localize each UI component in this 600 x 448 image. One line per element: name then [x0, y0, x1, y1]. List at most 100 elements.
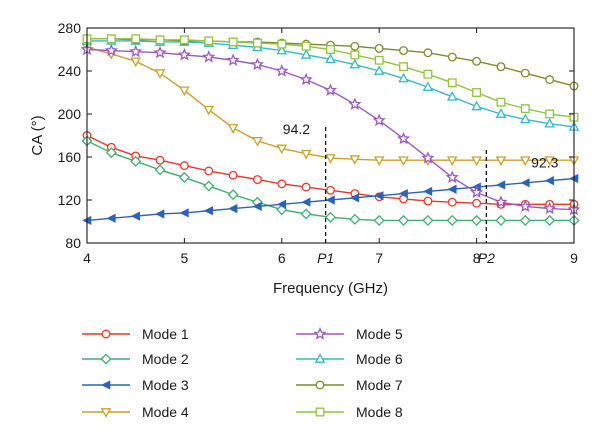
data-point [252, 201, 262, 212]
data-point [495, 108, 507, 118]
data-point [349, 213, 361, 225]
legend-marker [313, 327, 327, 340]
data-point [349, 193, 360, 203]
data-point [104, 43, 118, 57]
data-point [277, 39, 287, 49]
data-point [350, 41, 360, 51]
data-point [228, 37, 238, 47]
x-tick-label: 4 [83, 250, 91, 266]
x-tick-label: 5 [181, 250, 189, 266]
data-point [470, 185, 484, 199]
legend-marker [315, 380, 325, 390]
legend-label: Mode 3 [142, 377, 189, 393]
data-point [325, 53, 336, 64]
data-point [495, 214, 507, 226]
data-point [496, 97, 506, 107]
data-point [227, 189, 239, 201]
data-point [398, 156, 409, 166]
data-point [494, 195, 508, 208]
data-point [130, 57, 142, 68]
data-point [544, 156, 555, 166]
reference-line-label: P1 [317, 250, 334, 266]
data-point [544, 214, 556, 226]
data-point [153, 45, 167, 59]
data-point [445, 170, 459, 183]
legend-item: Mode 6 [296, 351, 403, 367]
annotation-label: 92.3 [531, 154, 558, 170]
data-point [471, 100, 482, 111]
data-point [472, 56, 482, 66]
data-point [253, 175, 262, 185]
data-point [301, 182, 311, 192]
data-point [472, 198, 482, 208]
data-point [422, 186, 433, 197]
legend-item: Mode 4 [82, 404, 189, 420]
data-point [300, 208, 312, 220]
data-point [301, 41, 311, 51]
data-point [518, 199, 532, 213]
y-tick-label: 280 [58, 20, 82, 36]
data-point [496, 180, 506, 190]
data-point [325, 195, 335, 205]
legend-marker [100, 408, 112, 418]
plot-area: 94.2 92.3 [80, 34, 581, 243]
axes: 80 120 160 200 240 280 4 5 6 7 8 9 P1 P2 Frequency (GH… [29, 20, 578, 297]
series-5 [80, 42, 581, 216]
data-point [520, 68, 530, 78]
data-point [519, 113, 531, 124]
data-point [324, 211, 337, 223]
y-tick-label: 240 [58, 63, 82, 79]
data-point [423, 69, 433, 79]
data-point [131, 34, 141, 44]
data-point [276, 144, 288, 155]
legend-marker [315, 407, 325, 417]
data-point [374, 55, 384, 65]
x-axis-label: Frequency (GHz) [273, 280, 388, 297]
y-tick-label: 160 [58, 149, 82, 165]
data-point [228, 203, 238, 214]
data-point [545, 75, 555, 85]
data-point [301, 197, 311, 207]
data-point [422, 81, 434, 91]
data-point [178, 171, 190, 183]
y-tick-label: 80 [65, 235, 81, 251]
data-point [203, 105, 215, 116]
legend-label: Mode 7 [356, 377, 403, 393]
y-tick-label: 200 [58, 106, 82, 122]
data-point [423, 48, 433, 58]
data-point [130, 211, 140, 221]
data-point [129, 44, 143, 58]
data-point [204, 166, 214, 176]
legend-label: Mode 4 [142, 404, 189, 420]
data-point [544, 176, 554, 186]
data-point [446, 156, 458, 166]
plot-frame [86, 27, 575, 244]
data-point [300, 49, 312, 59]
data-point [519, 156, 531, 166]
data-point [154, 164, 166, 176]
data-point [544, 117, 555, 128]
data-point [471, 156, 482, 166]
reference-line-label: P2 [478, 250, 495, 266]
data-point [398, 214, 410, 226]
legend-item: Mode 1 [82, 326, 189, 342]
data-point [373, 65, 385, 75]
x-tick-label: 8 [473, 250, 481, 266]
x-tick-label: 6 [278, 250, 286, 266]
data-point [349, 58, 361, 69]
legend-item: Mode 2 [82, 351, 189, 367]
data-point [396, 131, 411, 145]
legend-label: Mode 1 [142, 326, 189, 342]
series-2 [81, 135, 580, 226]
data-point [398, 72, 409, 83]
data-point [155, 209, 165, 219]
data-point [447, 78, 457, 88]
series-8 [82, 34, 579, 122]
data-point [299, 72, 313, 86]
annotation-label: 94.2 [283, 121, 310, 137]
data-point [130, 155, 142, 167]
data-point [398, 188, 408, 199]
x-tick-label: 7 [375, 250, 383, 266]
data-point [203, 180, 215, 192]
